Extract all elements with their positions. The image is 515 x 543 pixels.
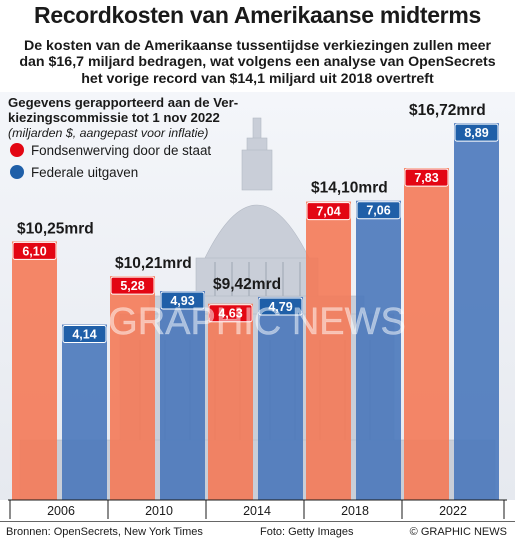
legend-item-state: Fondsenwerving door de staat <box>10 143 211 158</box>
copyright: © GRAPHIC NEWS <box>409 526 507 538</box>
value-box-state-2010 <box>110 276 155 295</box>
x-tick-2006: 2006 <box>47 504 75 518</box>
value-box-federal-2022 <box>454 123 499 142</box>
legend-label-state: Fondsenwerving door de staat <box>31 143 211 158</box>
legend-label-federal: Federale uitgaven <box>31 165 138 180</box>
x-axis: 2006 2010 2014 2018 2022 <box>8 499 507 519</box>
bars-layer: 6,10 4,14 5,28 4,93 4,63 4,79 7,04 7,06 7,83 8,89 <box>12 123 499 501</box>
sources: Bronnen: OpenSecrets, New York Times <box>6 526 203 538</box>
value-label-state-2010: 5,28 <box>120 279 144 293</box>
x-tick-2010: 2010 <box>145 504 173 518</box>
chart-note: Gegevens gerapporteerd aan de Ver- kiezi… <box>8 95 238 140</box>
value-label-federal-2018: 7,06 <box>366 204 390 218</box>
value-label-state-2022: 7,83 <box>414 171 438 185</box>
value-box-federal-2014 <box>258 297 303 316</box>
bar-federal-2010 <box>160 291 205 500</box>
total-label-2018: $14,10mrd <box>311 180 388 197</box>
bar-state-2022 <box>404 168 449 500</box>
total-label-2010: $10,21mrd <box>115 255 192 272</box>
totals-layer: $10,25mrd $10,21mrd $9,42mrd $14,10mrd $16,7… <box>17 102 486 293</box>
value-label-state-2014: 4,63 <box>218 307 242 321</box>
value-box-federal-2010 <box>160 291 205 310</box>
value-label-state-2006: 6,10 <box>22 244 46 258</box>
value-box-federal-2018 <box>356 201 401 220</box>
bar-federal-2014 <box>258 296 303 500</box>
legend-swatch-federal <box>10 165 24 179</box>
y-axis-label: (miljarden $, aangepast voor inflatie) <box>8 126 208 140</box>
value-box-federal-2006 <box>62 325 107 343</box>
footer: Bronnen: OpenSecrets, New York Times Fot… <box>0 521 515 543</box>
bar-state-2006 <box>12 241 57 501</box>
value-label-federal-2006: 4,14 <box>72 328 96 342</box>
value-box-state-2018 <box>306 202 351 221</box>
bar-state-2010 <box>110 276 155 500</box>
x-tick-2022: 2022 <box>439 504 467 518</box>
subtitle-line-2: dan $16,7 miljard bedragen, wat volgens … <box>19 54 496 71</box>
value-label-state-2018: 7,04 <box>316 205 340 219</box>
total-label-2006: $10,25mrd <box>17 220 94 237</box>
legend-item-federal: Federale uitgaven <box>10 165 138 180</box>
subtitle-line-1: De kosten van de Amerikaanse tussentijds… <box>23 38 492 54</box>
note-line-1: Gegevens gerapporteerd aan de Ver- <box>8 95 238 110</box>
subtitle-line-3: het vorige record van $14,1 miljard uit … <box>81 70 434 87</box>
bar-state-2014 <box>208 303 253 500</box>
legend: Fondsenwerving door de staat Federale ui… <box>10 143 211 180</box>
value-label-federal-2014: 4,79 <box>268 300 292 314</box>
value-label-federal-2022: 8,89 <box>464 126 488 140</box>
legend-swatch-state <box>10 143 24 157</box>
value-box-state-2006 <box>12 241 57 260</box>
bar-chart: 6,10 4,14 5,28 4,93 4,63 4,79 7,04 7,06 7,83 8,89… <box>0 92 515 519</box>
bar-federal-2018 <box>356 200 401 500</box>
total-label-2014: $9,42mrd <box>213 276 281 293</box>
page-title: Recordkosten van Amerikaanse midterms <box>34 2 481 28</box>
value-box-state-2014 <box>208 304 253 323</box>
x-tick-2014: 2014 <box>243 504 271 518</box>
subtitle: De kosten van de Amerikaanse tussentijds… <box>6 38 509 87</box>
bar-federal-2022 <box>454 123 499 501</box>
note-line-2: kiezingscommissie tot 1 nov 2022 <box>8 110 220 125</box>
total-label-2022: $16,72mrd <box>409 102 486 119</box>
watermark: GRAPHIC NEWS <box>108 301 406 343</box>
x-tick-2018: 2018 <box>341 504 369 518</box>
value-label-federal-2010: 4,93 <box>170 294 194 308</box>
photo-credit: Foto: Getty Images <box>260 526 354 538</box>
value-box-state-2022 <box>404 168 449 187</box>
bar-state-2018 <box>306 201 351 500</box>
bar-federal-2006 <box>62 324 107 500</box>
